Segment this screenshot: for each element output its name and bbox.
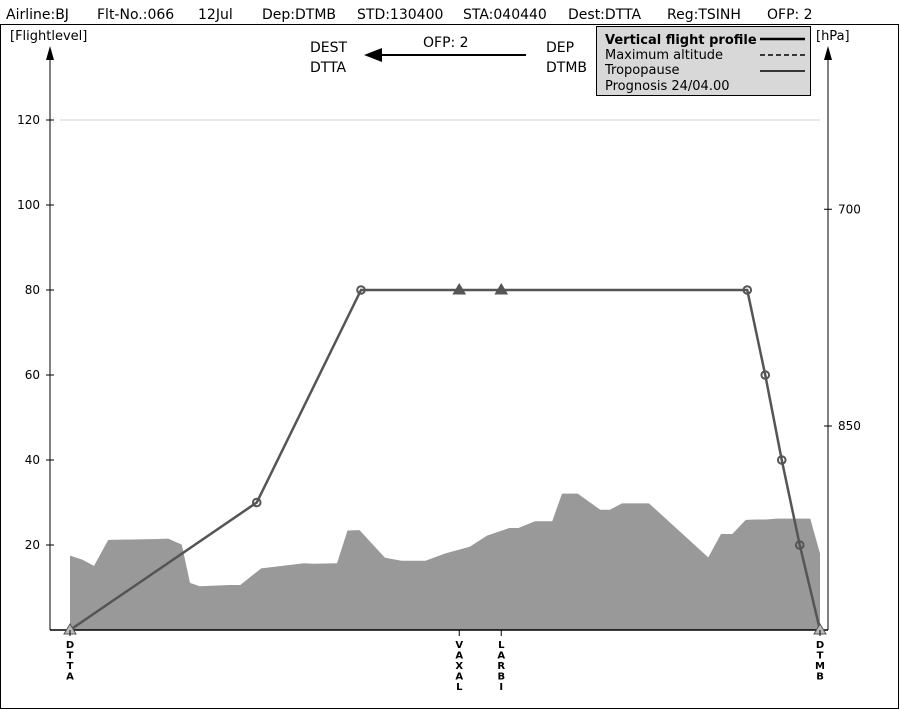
profile-circle-marker <box>776 455 787 465</box>
dest-code: DTTA <box>310 60 347 76</box>
direction-arrow-head-icon <box>364 48 382 62</box>
profile-circle-marker <box>356 285 366 295</box>
header-date: 12Jul <box>198 7 233 23</box>
header-destination: Dest:DTTA <box>568 7 641 23</box>
header-departure: Dep:DTMB <box>262 7 336 23</box>
direction-indicator: DEST DTTA OFP: 2 DEP DTMB <box>310 35 587 76</box>
profile-circle-marker <box>794 540 805 550</box>
left-axis-arrow-icon <box>46 46 54 60</box>
header-ofp: OFP: 2 <box>767 7 813 23</box>
legend-max-alt-label: Maximum altitude <box>605 48 723 63</box>
profile-triangle-marker <box>494 283 509 295</box>
legend-tropo-label: Tropopause <box>604 63 679 78</box>
y-axis-label-right: [hPa] <box>816 29 850 44</box>
right-tick-label-850: 850 <box>838 419 861 433</box>
plot-frame <box>0 24 899 709</box>
axes: 20 40 60 80 100 120 700 850 <box>17 46 861 631</box>
terrain-area <box>70 493 820 630</box>
profile-circle-marker <box>742 285 753 295</box>
header-sta: STA:040440 <box>463 7 547 23</box>
profile-triangle-marker <box>452 283 467 295</box>
dep-label: DEP <box>546 40 574 56</box>
left-tick-label-60: 60 <box>25 368 40 382</box>
dest-label: DEST <box>310 40 348 56</box>
dep-code: DTMB <box>546 60 587 76</box>
waypoint-labels: D T T A V A X A L L A R B I D T M B <box>66 630 825 693</box>
header-flight-no: Flt-No.:066 <box>97 7 174 23</box>
right-tick-label-700: 700 <box>838 202 861 216</box>
left-tick-label-80: 80 <box>25 283 40 297</box>
right-axis-arrow-icon <box>824 46 832 60</box>
legend-profile-label: Vertical flight profile <box>605 33 757 48</box>
header-std: STD:130400 <box>357 7 443 23</box>
flight-profile <box>63 283 827 635</box>
left-tick-label-100: 100 <box>17 198 40 212</box>
left-tick-label-40: 40 <box>25 453 40 467</box>
left-tick-label-120: 120 <box>17 113 40 127</box>
legend-prognosis-label: Prognosis 24/04.00 <box>605 79 730 94</box>
header-bar: Airline:BJ Flt-No.:066 12Jul Dep:DTMB ST… <box>6 7 813 23</box>
header-registration: Reg:TSINH <box>667 7 741 23</box>
flight-profile-line <box>69 288 822 632</box>
direction-ofp: OFP: 2 <box>423 35 469 51</box>
header-airline: Airline:BJ <box>6 7 69 23</box>
profile-circle-marker <box>760 370 771 380</box>
left-tick-label-20: 20 <box>25 538 40 552</box>
terrain-polygon <box>70 493 820 630</box>
legend: Vertical flight profile Maximum altitude… <box>596 26 811 96</box>
y-axis-label-left: [Flightlevel] <box>10 29 87 44</box>
profile-circle-marker <box>251 497 262 508</box>
